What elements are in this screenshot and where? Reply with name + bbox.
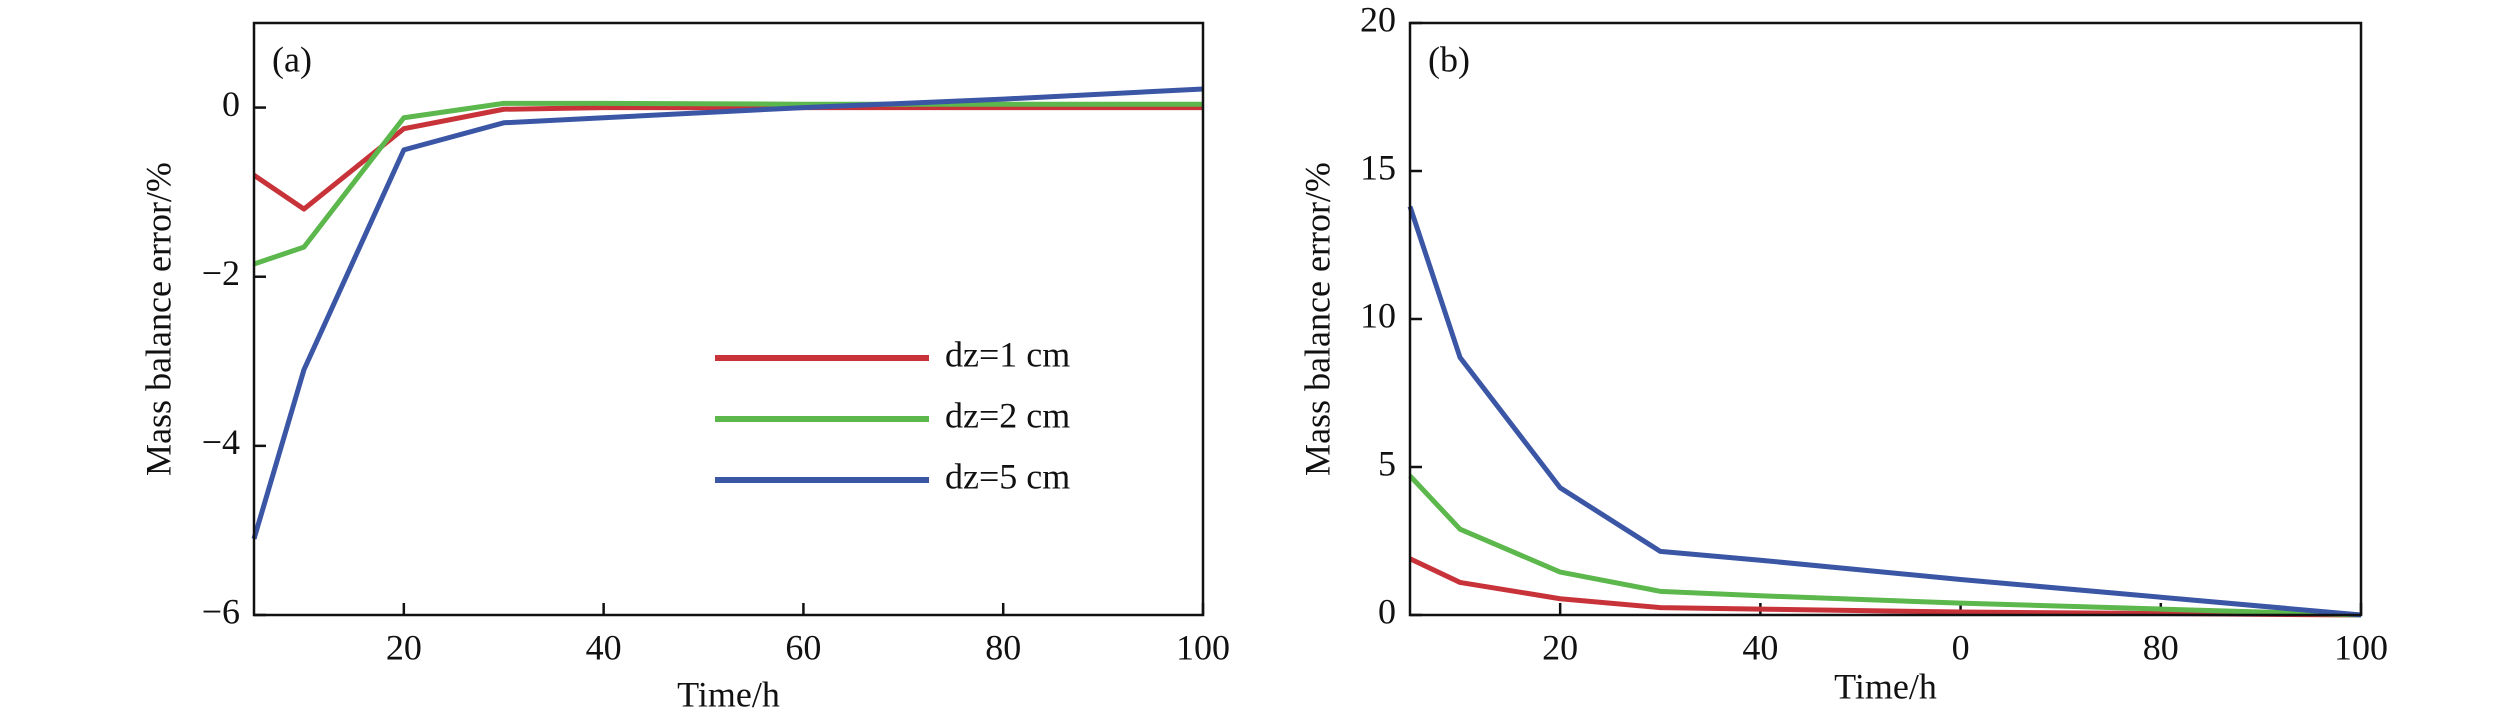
x-tick-label: 40 <box>1742 627 1778 667</box>
x-tick-label: 40 <box>586 627 622 667</box>
y-tick-label: −2 <box>202 253 240 293</box>
x-tick-label: 60 <box>785 627 821 667</box>
legend-label: dz=5 cm <box>945 456 1070 496</box>
y-axis-label: Mass balance error/% <box>138 162 178 476</box>
series-line <box>1407 205 2362 618</box>
y-tick-label: 10 <box>1360 295 1396 335</box>
y-tick-label: −6 <box>202 591 240 631</box>
y-tick-label: −4 <box>202 422 240 462</box>
y-tick-label: 0 <box>222 84 240 124</box>
plot-frame <box>252 21 1205 617</box>
series-line <box>1408 474 2362 618</box>
y-tick-label: 0 <box>1378 591 1396 631</box>
plot-frame <box>1408 21 2363 617</box>
x-tick-label: 100 <box>1176 627 1230 667</box>
x-tick-label: 0 <box>1952 627 1970 667</box>
x-tick-label: 80 <box>985 627 1021 667</box>
panel-label: (b) <box>1428 39 1470 79</box>
x-tick-label: 20 <box>386 627 422 667</box>
x-axis-label: Time/h <box>1834 666 1937 706</box>
series-line <box>1408 556 2362 618</box>
x-axis-label: Time/h <box>677 674 780 714</box>
series-line <box>251 86 1204 540</box>
x-tick-label: 100 <box>2334 627 2388 667</box>
x-tick-label: 20 <box>1542 627 1578 667</box>
series-line <box>253 100 1203 267</box>
legend-label: dz=2 cm <box>945 395 1070 435</box>
y-tick-label: 5 <box>1378 443 1396 483</box>
y-axis-label: Mass balance error/% <box>1297 162 1337 476</box>
x-tick-label: 80 <box>2143 627 2179 667</box>
legend-label: dz=1 cm <box>945 334 1070 374</box>
y-tick-label: 15 <box>1360 147 1396 187</box>
series-line <box>252 105 1203 212</box>
panel-label: (a) <box>272 39 312 79</box>
y-tick-label: 20 <box>1360 0 1396 39</box>
